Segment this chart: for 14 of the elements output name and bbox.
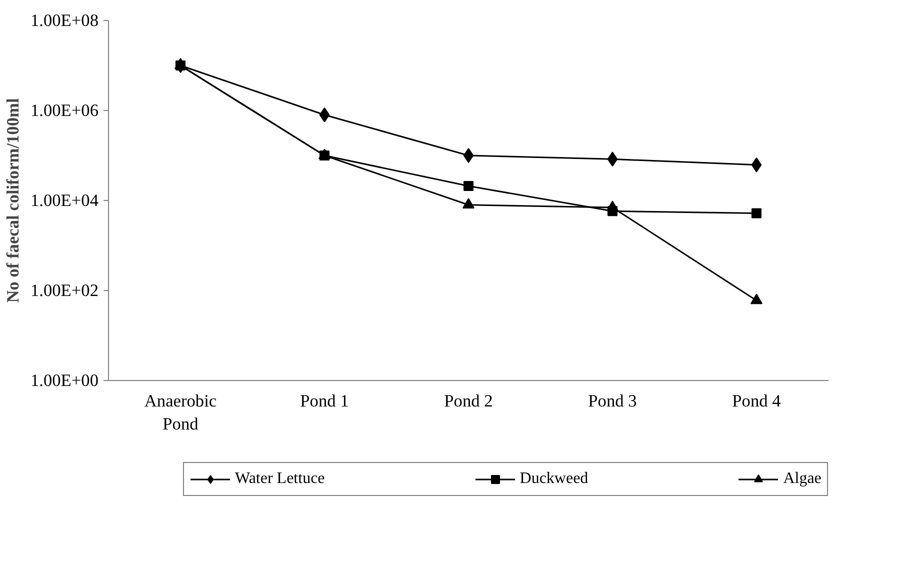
x-tick-label: Anaerobic Pond <box>144 392 217 434</box>
y-tick-label: 1.00E+00 <box>30 371 99 390</box>
legend-label: Algae <box>783 470 822 488</box>
x-tick-label: Pond 4 <box>732 392 782 410</box>
y-tick-label: 1.00E+08 <box>30 11 99 30</box>
y-tick-label: 1.00E+04 <box>30 191 99 210</box>
y-axis-title: No of faecal coliform/100ml <box>3 98 22 303</box>
x-tick-label: Pond 3 <box>588 392 637 410</box>
x-tick-label: Pond 2 <box>444 392 493 410</box>
legend-label: Duckweed <box>520 470 588 488</box>
legend-label: Water Lettuce <box>235 470 325 488</box>
x-tick-label: Pond 1 <box>300 392 349 410</box>
y-tick-label: 1.00E+02 <box>30 281 99 300</box>
y-tick-label: 1.00E+06 <box>30 101 99 120</box>
